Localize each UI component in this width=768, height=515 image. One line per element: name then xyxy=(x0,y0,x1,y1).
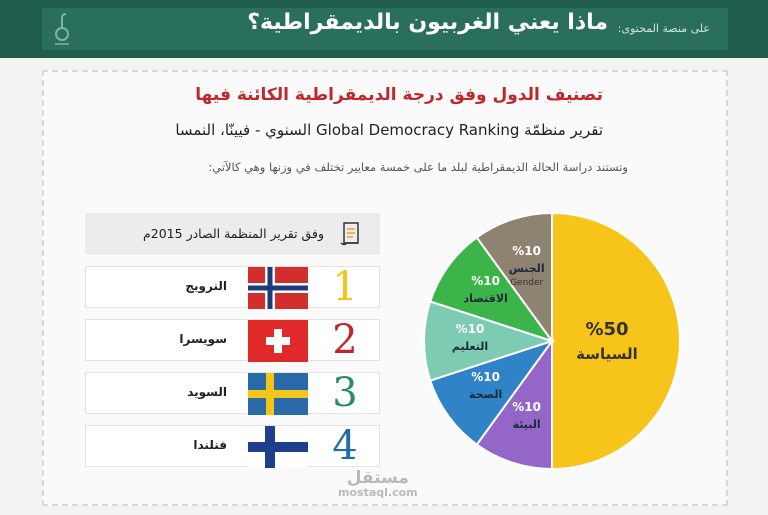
switzerland-flag-icon xyxy=(248,320,308,362)
slice-category-label: البيئة xyxy=(513,418,541,431)
finland-flag-icon xyxy=(248,426,308,468)
section-subheading: تقرير منظمّة Global Democracy Ranking ال… xyxy=(175,121,603,139)
report-label-box: وفق تقرير المنظمة الصادر 2015م xyxy=(85,213,380,255)
rank-number: 4 xyxy=(332,423,358,469)
rank-number: 3 xyxy=(332,370,358,416)
report-label: وفق تقرير المنظمة الصادر 2015م xyxy=(143,226,324,241)
watermark-arabic: مستقل xyxy=(346,468,409,488)
country-name: سويسرا xyxy=(179,332,227,346)
pie-slice xyxy=(429,236,555,343)
pie-slice xyxy=(429,339,555,446)
slice-category-label: الصحة xyxy=(469,388,502,401)
platform-label: على منصة المحتوى: xyxy=(617,22,710,35)
slice-percent-label: %10 xyxy=(471,370,500,384)
intro-text: وتستند دراسة الحالة الديمقراطية لبلد ما … xyxy=(208,160,628,174)
pie-slice xyxy=(475,337,553,471)
ranking-row: 3 السويد xyxy=(85,370,380,416)
platform-logo-icon xyxy=(55,13,69,45)
country-name: السويد xyxy=(187,385,227,399)
slice-percent-label: %10 xyxy=(471,274,500,288)
section-heading: تصنيف الدول وفق درجة الديمقراطية الكائنة… xyxy=(195,85,603,105)
country-name: النرويج xyxy=(185,279,227,293)
ranking-row: 1 النرويج xyxy=(85,264,380,310)
scroll-icon xyxy=(340,222,359,246)
slice-percent-label: %50 xyxy=(585,319,628,340)
pie-slice xyxy=(475,211,553,345)
ranking-row: 2 سويسرا xyxy=(85,317,380,363)
watermark-latin: mostaql.com xyxy=(338,486,418,499)
country-name: فنلندا xyxy=(193,438,227,452)
slice-category-label: السياسة xyxy=(576,345,638,363)
slice-category-label: الجنس xyxy=(509,262,545,275)
slice-percent-label: %10 xyxy=(512,400,541,414)
slice-category-label: الاقتصاد xyxy=(464,292,508,305)
ranking-row: 4 فنلندا xyxy=(85,423,380,469)
pie-slice xyxy=(423,300,556,382)
slice-percent-label: %10 xyxy=(456,322,485,336)
slice-category-label: التعليم xyxy=(452,340,488,353)
slice-sublabel: Gender xyxy=(510,278,543,288)
rank-number: 2 xyxy=(332,317,358,363)
header-bar: ماذا يعني الغربيون بالديمقراطية؟ على منص… xyxy=(0,0,768,58)
norway-flag-icon xyxy=(248,267,308,309)
sweden-flag-icon xyxy=(248,373,308,415)
pie-slice xyxy=(551,211,681,471)
header-panel xyxy=(42,8,728,50)
rank-number: 1 xyxy=(332,264,358,310)
page-title: ماذا يعني الغربيون بالديمقراطية؟ xyxy=(247,10,608,35)
mostaql-watermark: مستقل mostaql.com xyxy=(338,468,418,499)
slice-percent-label: %10 xyxy=(512,244,541,258)
